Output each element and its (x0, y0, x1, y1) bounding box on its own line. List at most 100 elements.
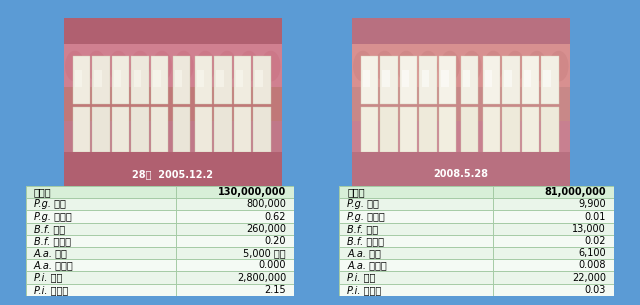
Bar (26, 284, 176, 296)
Ellipse shape (353, 51, 372, 81)
Bar (339, 247, 493, 259)
Bar (493, 284, 614, 296)
Bar (112, 56, 129, 104)
Bar (131, 107, 149, 152)
Bar (26, 247, 294, 259)
Bar (176, 247, 294, 259)
Bar (439, 107, 456, 152)
Ellipse shape (218, 51, 237, 81)
Bar (493, 247, 614, 259)
Bar (352, 18, 570, 87)
Ellipse shape (65, 51, 84, 81)
Ellipse shape (506, 51, 525, 81)
Text: A.a. 菌数: A.a. 菌数 (34, 248, 68, 258)
Text: B.f. 菌比率: B.f. 菌比率 (348, 236, 385, 246)
Bar (176, 210, 294, 223)
Text: 0.008: 0.008 (579, 260, 606, 270)
Bar (153, 70, 161, 87)
Ellipse shape (527, 51, 547, 81)
Bar (64, 18, 282, 87)
Bar (484, 70, 492, 87)
Bar (483, 56, 500, 104)
Ellipse shape (462, 51, 481, 81)
Text: 総菌数: 総菌数 (34, 187, 51, 197)
Bar (493, 210, 614, 223)
Bar (175, 70, 182, 87)
Bar (73, 107, 90, 152)
Bar (26, 198, 294, 210)
Bar (522, 107, 539, 152)
Text: 13,000: 13,000 (572, 224, 606, 234)
Bar (493, 223, 614, 235)
Text: 0.000: 0.000 (259, 260, 286, 270)
Ellipse shape (484, 51, 503, 81)
Bar (363, 70, 371, 87)
Bar (92, 107, 109, 152)
Bar (339, 186, 614, 198)
Text: P.g. 菌比率: P.g. 菌比率 (34, 212, 72, 221)
Bar (502, 107, 520, 152)
Bar (195, 56, 212, 104)
Bar (339, 284, 614, 296)
Bar (214, 107, 232, 152)
Ellipse shape (131, 51, 150, 81)
Bar (339, 247, 614, 259)
Bar (196, 70, 204, 87)
Bar (253, 56, 271, 104)
Bar (151, 56, 168, 104)
Bar (463, 70, 470, 87)
Bar (541, 107, 559, 152)
Bar (73, 56, 90, 104)
Bar (339, 259, 493, 271)
Text: 260,000: 260,000 (246, 224, 286, 234)
Text: 2.15: 2.15 (264, 285, 286, 295)
Bar (339, 210, 493, 223)
Bar (234, 107, 251, 152)
Text: 81,000,000: 81,000,000 (544, 187, 606, 197)
Bar (176, 186, 294, 198)
Bar (339, 198, 493, 210)
Bar (114, 70, 122, 87)
Bar (352, 152, 570, 189)
Text: B.f. 菌比率: B.f. 菌比率 (34, 236, 70, 246)
Bar (26, 247, 176, 259)
Bar (151, 107, 168, 152)
Bar (173, 107, 190, 152)
Text: P.g. 菌数: P.g. 菌数 (348, 199, 380, 209)
Bar (502, 56, 520, 104)
Bar (352, 18, 570, 44)
Bar (176, 235, 294, 247)
Ellipse shape (261, 51, 280, 81)
Text: 28歳  2005.12.2: 28歳 2005.12.2 (132, 169, 213, 179)
Bar (352, 121, 570, 155)
Bar (339, 271, 493, 284)
Bar (339, 235, 614, 247)
Text: P.g. 菌比率: P.g. 菌比率 (348, 212, 385, 221)
Bar (400, 56, 417, 104)
Bar (236, 70, 243, 87)
Bar (26, 186, 294, 198)
Text: B.f. 菌数: B.f. 菌数 (348, 224, 379, 234)
Bar (26, 235, 294, 247)
Bar (461, 107, 478, 152)
Bar (26, 259, 176, 271)
Text: P.i. 菌数: P.i. 菌数 (34, 273, 62, 282)
Bar (134, 70, 141, 87)
Bar (524, 70, 531, 87)
Bar (339, 271, 614, 284)
Ellipse shape (419, 51, 438, 81)
Text: A.a. 菌比率: A.a. 菌比率 (348, 260, 387, 270)
Bar (173, 56, 190, 104)
Bar (543, 70, 551, 87)
Text: 0.20: 0.20 (264, 236, 286, 246)
Text: 22,000: 22,000 (572, 273, 606, 282)
Bar (402, 70, 410, 87)
Bar (419, 56, 437, 104)
Bar (483, 107, 500, 152)
Bar (493, 198, 614, 210)
Ellipse shape (375, 51, 394, 81)
Ellipse shape (109, 51, 128, 81)
Bar (214, 56, 232, 104)
Bar (234, 56, 251, 104)
Ellipse shape (440, 51, 460, 81)
